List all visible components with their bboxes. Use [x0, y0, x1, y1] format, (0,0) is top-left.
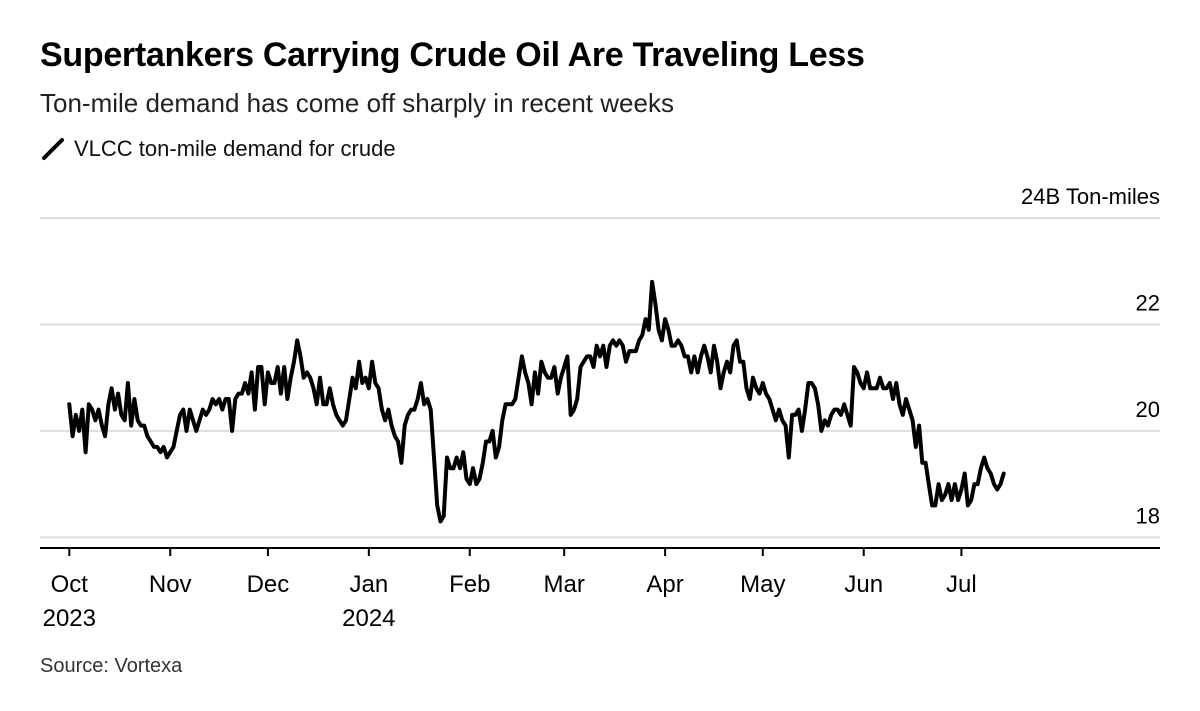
x-tick-label: Jul	[946, 571, 977, 598]
x-tick-label: Mar	[544, 571, 585, 598]
x-tick-label: Feb	[449, 571, 490, 598]
legend: VLCC ton-mile demand for crude	[40, 136, 396, 162]
x-tick-label: Dec	[247, 571, 290, 598]
y-tick-label: 22	[1136, 290, 1160, 315]
y-tick-label: 20	[1136, 397, 1160, 422]
series-layer	[67, 279, 1006, 524]
x-tick-label: Oct	[51, 571, 89, 598]
x-tick-label: Apr	[646, 571, 683, 598]
x-tick-label: Jun	[844, 571, 883, 598]
x-tick-label: Jan	[349, 571, 388, 598]
x-tick-label: May	[740, 571, 785, 598]
y-tick-label: 24B Ton-miles	[1021, 184, 1160, 209]
legend-line-icon	[42, 138, 64, 160]
chart-subtitle: Ton-mile demand has come off sharply in …	[40, 88, 674, 118]
series-line	[67, 279, 1006, 524]
x-tick-year-label: 2023	[43, 605, 96, 632]
y-tick-label: 18	[1136, 503, 1160, 528]
x-tick-year-label: 2024	[342, 605, 395, 632]
x-tick-label: Nov	[149, 571, 192, 598]
source-note: Source: Vortexa	[40, 655, 183, 677]
chart-title: Supertankers Carrying Crude Oil Are Trav…	[40, 36, 865, 74]
legend-label: VLCC ton-mile demand for crude	[74, 136, 396, 161]
axis-layer	[40, 547, 1160, 556]
grid-layer	[40, 217, 1160, 539]
label-layer: 24B Ton-miles 22 20 18 Oct 2023 Nov Dec Jan 2024 F…	[43, 184, 1160, 632]
